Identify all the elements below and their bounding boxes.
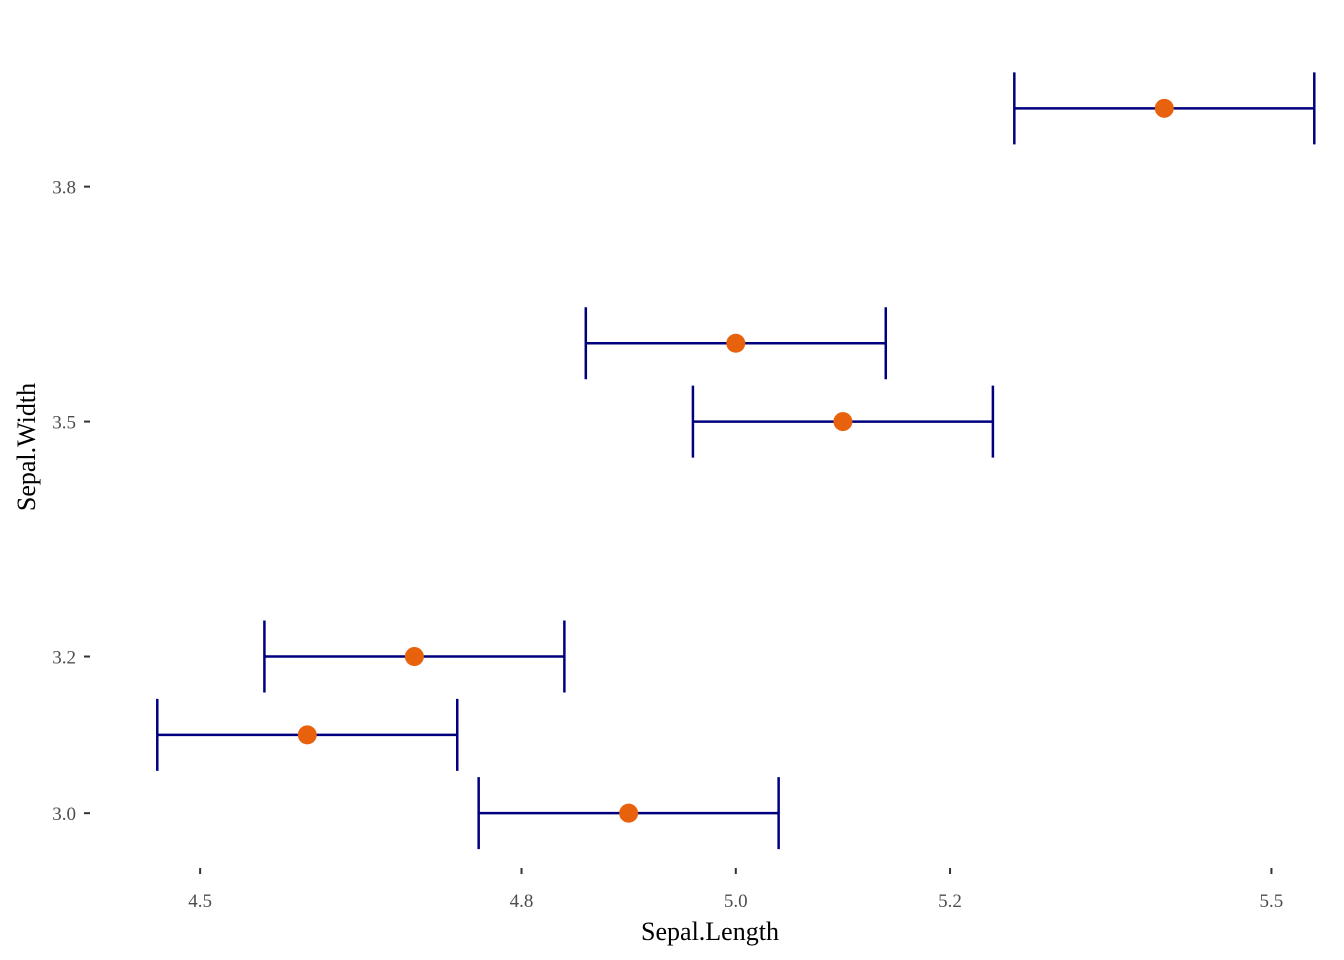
y-tick-label: 3.5 — [52, 413, 76, 434]
points — [297, 98, 1174, 823]
data-point — [404, 647, 424, 667]
data-point — [726, 333, 746, 353]
x-axis-title: Sepal.Length — [641, 917, 779, 946]
data-point — [833, 412, 853, 432]
y-axis-title: Sepal.Width — [12, 383, 41, 511]
y-axis: 3.0 3.2 3.5 3.8 — [52, 178, 90, 825]
y-tick-label: 3.0 — [52, 804, 76, 825]
x-tick-label: 4.8 — [510, 891, 534, 912]
data-point — [619, 803, 639, 823]
errorbars — [156, 72, 1316, 850]
data-point — [1154, 98, 1174, 118]
x-tick-label: 5.2 — [938, 891, 962, 912]
y-tick-label: 3.8 — [52, 178, 76, 199]
data-point — [297, 725, 317, 745]
x-axis: 4.5 4.8 5.0 5.2 5.5 — [188, 868, 1283, 912]
x-tick-label: 5.0 — [724, 891, 748, 912]
x-tick-label: 4.5 — [188, 891, 212, 912]
y-tick-label: 3.2 — [52, 648, 76, 669]
x-tick-label: 5.5 — [1260, 891, 1284, 912]
